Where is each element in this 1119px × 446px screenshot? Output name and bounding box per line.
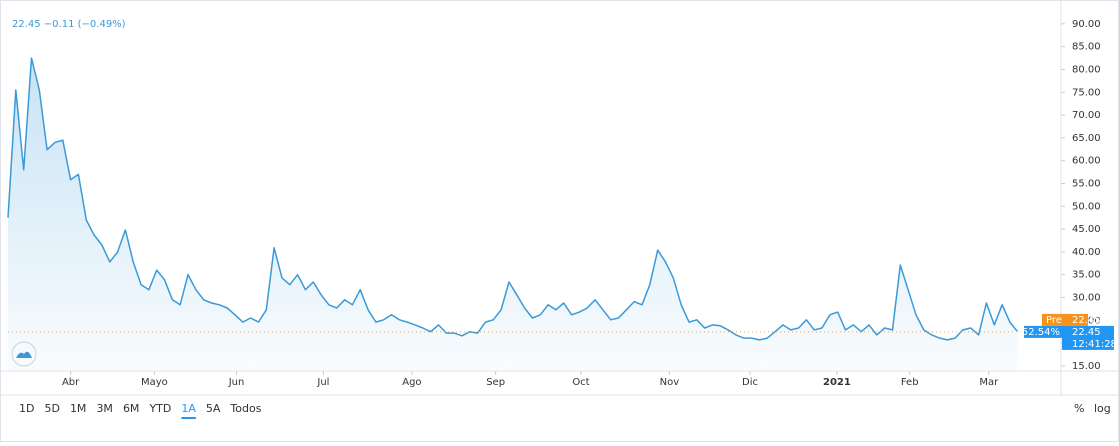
pre-price: 22.45 (1072, 315, 1101, 326)
y-tick-label: 40.00 (1072, 247, 1101, 258)
x-tick-label: Sep (486, 377, 505, 388)
price-badge (1062, 325, 1114, 350)
time-label: 12:41:28 (1072, 339, 1117, 350)
y-tick-label: 55.00 (1072, 178, 1101, 189)
header-quote: 22.45 −0.11 (−0.49%) (12, 19, 126, 30)
last-price: 22.45 (1072, 327, 1101, 338)
range-button[interactable]: YTD (148, 402, 171, 415)
y-tick-label: 65.00 (1072, 133, 1101, 144)
range-button[interactable]: Todos (229, 402, 261, 415)
x-tick-label: Jun (228, 377, 245, 388)
pre-badge (1042, 313, 1088, 326)
x-tick-label: Dic (742, 377, 758, 388)
y-tick-label: 15.00 (1072, 361, 1101, 372)
log-button[interactable]: log (1094, 402, 1111, 415)
x-tick-label: Abr (62, 377, 80, 388)
range-button[interactable]: 5A (206, 402, 221, 415)
y-tick-label: 70.00 (1072, 110, 1101, 121)
change-badge (1024, 325, 1062, 338)
y-tick-label: 45.00 (1072, 224, 1101, 235)
pre-label: Pre (1046, 315, 1062, 326)
range-button[interactable]: 6M (123, 402, 140, 415)
y-tick-label: 35.00 (1072, 270, 1101, 281)
x-tick-label: Nov (660, 377, 680, 388)
x-tick-label: Oct (572, 377, 589, 388)
y-tick-label: 50.00 (1072, 201, 1101, 212)
x-tick-label: Ago (402, 377, 421, 388)
y-tick-label: 90.00 (1072, 19, 1101, 30)
x-tick-label: 2021 (823, 377, 851, 388)
price-line (7, 57, 1019, 341)
range-button[interactable]: 1D (19, 402, 34, 415)
x-tick-label: Mar (979, 377, 999, 388)
percent-button[interactable]: % (1074, 402, 1084, 415)
y-tick-label: 85.00 (1072, 42, 1101, 53)
x-tick-label: Feb (901, 377, 919, 388)
change-label: −52.54% (1013, 327, 1060, 338)
y-tick-label: 75.00 (1072, 87, 1101, 98)
x-tick-label: Mayo (141, 377, 168, 388)
range-button[interactable]: 1A (181, 402, 196, 415)
range-button[interactable]: 1M (70, 402, 87, 415)
y-tick-label: 30.00 (1072, 292, 1101, 303)
range-button[interactable]: 5D (44, 402, 59, 415)
range-button[interactable]: 3M (96, 402, 113, 415)
area-fill (8, 58, 1018, 370)
x-tick-label: Jul (316, 377, 329, 388)
y-tick-label: 80.00 (1072, 64, 1101, 75)
y-tick-label: 60.00 (1072, 156, 1101, 167)
